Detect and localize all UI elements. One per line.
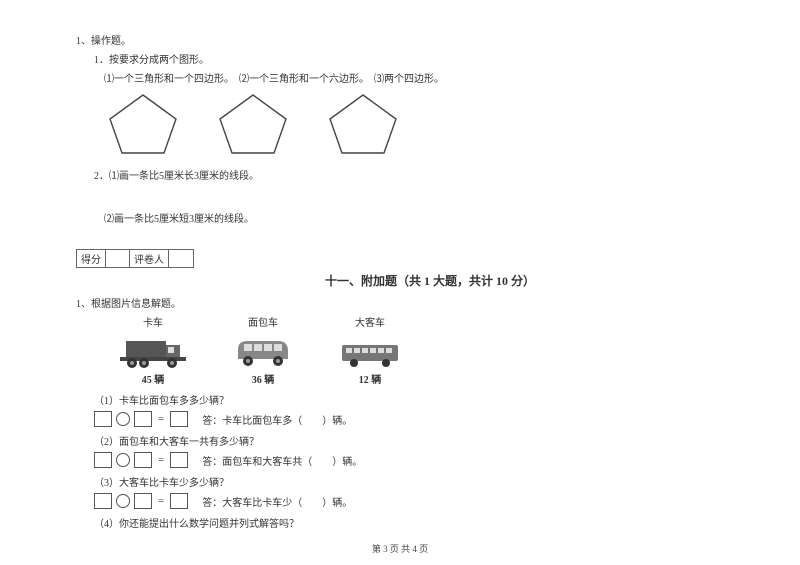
section-title: 十一、附加题（共 1 大题，共计 10 分）: [76, 272, 724, 289]
q-info-title: 1、根据图片信息解题。: [76, 295, 724, 310]
score-label: 得分: [77, 250, 106, 267]
eq-row-2: = 答：面包车和大客车共（ ）辆。: [94, 452, 724, 468]
page-footer: 第 3 页 共 4 页: [0, 542, 800, 555]
eq-equals: =: [156, 495, 166, 507]
sub-q1: （1）卡车比面包车多多少辆？: [94, 392, 724, 407]
q1-line2: ⑵画一条比5厘米短3厘米的线段。: [104, 210, 724, 225]
vehicles-row: 卡车 45 辆 面包车: [120, 314, 724, 386]
bus-count: 12 辆: [359, 371, 382, 386]
van-count: 36 辆: [252, 371, 275, 386]
sub-q2: （2）面包车和大客车一共有多少辆？: [94, 433, 724, 448]
eq-op-circle: [116, 412, 130, 426]
ans-1: 答：卡车比面包车多（ ）辆。: [202, 412, 352, 427]
sub-q4: （4）你还能提出什么数学问题并列式解答吗？: [94, 515, 724, 530]
truck-icon: [120, 333, 186, 369]
q1-line1: 2．⑴画一条比5厘米长3厘米的线段。: [94, 167, 724, 182]
pentagon-row: [104, 91, 724, 157]
eq-row-3: = 答：大客车比卡车少（ ）辆。: [94, 493, 724, 509]
eq-equals: =: [156, 454, 166, 466]
worksheet-page: 1、操作题。 1．按要求分成两个图形。 ⑴一个三角形和一个四边形。 ⑵一个三角形…: [0, 0, 800, 530]
truck-count: 45 辆: [142, 371, 165, 386]
eq-box: [134, 411, 152, 427]
van-icon: [234, 333, 292, 369]
bus-label: 大客车: [355, 314, 385, 329]
vehicle-truck: 卡车 45 辆: [120, 314, 186, 386]
score-blank-2: [169, 250, 193, 267]
eq-box: [94, 411, 112, 427]
vehicle-bus: 大客车 12 辆: [340, 314, 400, 386]
truck-label: 卡车: [143, 314, 163, 329]
eq-box: [134, 452, 152, 468]
pentagon-3: [324, 91, 402, 157]
eq-row-1: = 答：卡车比面包车多（ ）辆。: [94, 411, 724, 427]
eq-box: [170, 411, 188, 427]
eq-box: [94, 493, 112, 509]
eq-box: [170, 452, 188, 468]
q1-sub1: 1．按要求分成两个图形。: [94, 51, 724, 66]
score-box: 得分 评卷人: [76, 249, 194, 268]
vehicle-van: 面包车 36 辆: [234, 314, 292, 386]
q1-title: 1、操作题。: [76, 32, 724, 47]
pentagon-2: [214, 91, 292, 157]
bus-icon: [340, 333, 400, 369]
marker-label: 评卷人: [130, 250, 169, 267]
eq-op-circle: [116, 494, 130, 508]
eq-box: [170, 493, 188, 509]
eq-box: [134, 493, 152, 509]
sub-q3: （3）大客车比卡车少多少辆？: [94, 474, 724, 489]
pentagon-1: [104, 91, 182, 157]
eq-box: [94, 452, 112, 468]
q1-items: ⑴一个三角形和一个四边形。 ⑵一个三角形和一个六边形。 ⑶两个四边形。: [104, 70, 724, 85]
score-blank-1: [106, 250, 130, 267]
eq-op-circle: [116, 453, 130, 467]
ans-2: 答：面包车和大客车共（ ）辆。: [202, 453, 362, 468]
van-label: 面包车: [248, 314, 278, 329]
eq-equals: =: [156, 413, 166, 425]
ans-3: 答：大客车比卡车少（ ）辆。: [202, 494, 352, 509]
